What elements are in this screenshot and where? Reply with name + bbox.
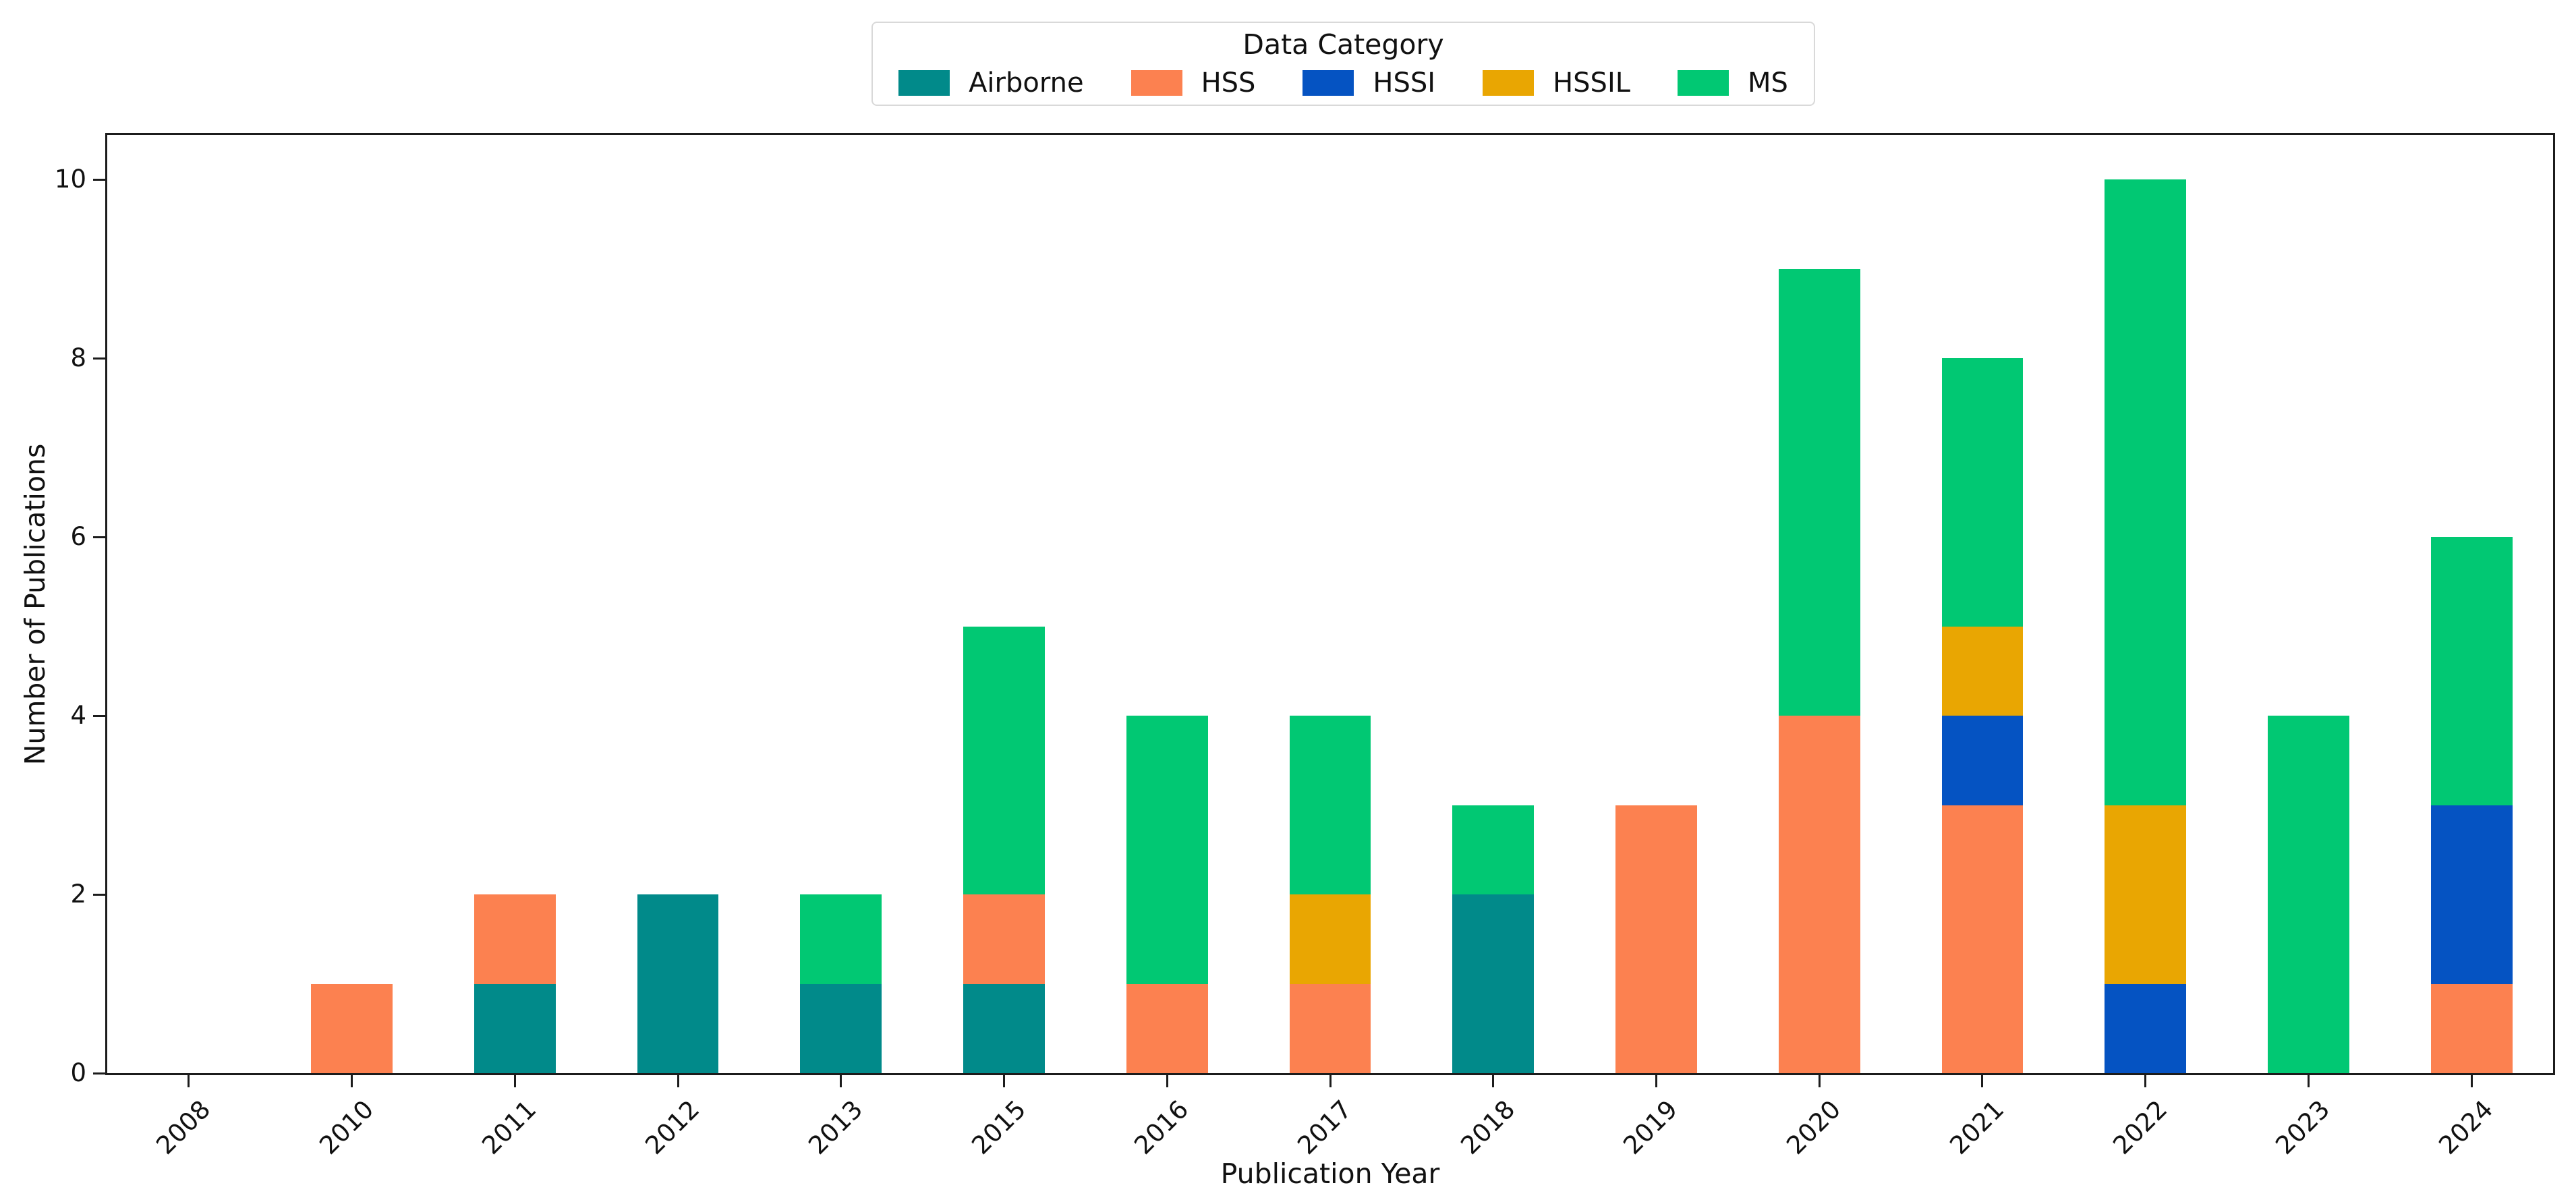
x-tick [1981, 1075, 1984, 1087]
bar-segment-HSS-2019 [1615, 805, 1697, 1073]
y-tick [93, 178, 105, 181]
bar-segment-HSS-2016 [1126, 983, 1208, 1073]
legend-swatch-HSSIL [1483, 70, 1535, 96]
bar-segment-HSSI-2024 [2430, 805, 2513, 984]
y-tick-label: 0 [70, 1058, 86, 1087]
legend-label-MS: MS [1748, 67, 1788, 98]
bar-segment-Airborne-2013 [800, 983, 882, 1073]
y-tick [93, 714, 105, 717]
bar-segment-HSS-2010 [311, 983, 393, 1073]
legend-item-MS: MS [1678, 67, 1788, 98]
x-tick-label: 2012 [639, 1094, 706, 1160]
x-tick [2307, 1075, 2310, 1087]
legend-label-HSSIL: HSSIL [1553, 67, 1631, 98]
bar-segment-Airborne-2011 [474, 983, 556, 1073]
bar-segment-HSS-2024 [2430, 983, 2513, 1073]
legend-title: Data Category [1242, 28, 1444, 61]
legend-item-Airborne: Airborne [898, 67, 1084, 98]
x-tick [351, 1075, 353, 1087]
bar-segment-Airborne-2012 [637, 894, 719, 1073]
bar-segment-MS-2018 [1452, 805, 1535, 895]
bar-segment-Airborne-2015 [963, 983, 1045, 1073]
x-tick [2144, 1075, 2147, 1087]
bar-segment-HSSIL-2021 [1941, 626, 2024, 716]
x-tick-label: 2024 [2433, 1094, 2499, 1160]
y-tick [93, 536, 105, 538]
x-tick [677, 1075, 679, 1087]
legend-label-HSS: HSS [1201, 67, 1256, 98]
y-tick [93, 357, 105, 360]
legend: Data Category Airborne HSS HSSI HSSIL MS [871, 22, 1815, 106]
legend-swatch-HSS [1130, 70, 1182, 96]
bar-segment-HSS-2021 [1941, 805, 2024, 1073]
x-tick [188, 1075, 190, 1087]
bar-segment-MS-2020 [1778, 268, 1860, 716]
x-tick-label: 2015 [965, 1094, 1031, 1160]
legend-items: Airborne HSS HSSI HSSIL MS [898, 67, 1788, 98]
y-tick-label: 4 [70, 701, 86, 730]
x-tick [1329, 1075, 1332, 1087]
legend-item-HSSIL: HSSIL [1483, 67, 1630, 98]
x-tick [1166, 1075, 1168, 1087]
y-tick-label: 6 [70, 522, 86, 552]
legend-label-Airborne: Airborne [969, 67, 1084, 98]
y-tick [93, 1072, 105, 1074]
bar-segment-MS-2023 [2267, 716, 2349, 1073]
x-tick-label: 2023 [2270, 1094, 2336, 1160]
x-axis-label: Publication Year [1220, 1157, 1440, 1190]
bar-segment-MS-2022 [2105, 179, 2187, 805]
legend-swatch-Airborne [898, 70, 950, 96]
legend-item-HSS: HSS [1130, 67, 1256, 98]
x-tick-label: 2013 [803, 1094, 869, 1160]
x-tick [513, 1075, 516, 1087]
legend-swatch-HSSI [1303, 70, 1354, 96]
bar-segment-HSS-2017 [1289, 983, 1371, 1073]
bar-segment-MS-2015 [963, 626, 1045, 895]
x-tick [1492, 1075, 1495, 1087]
x-tick-label: 2021 [1944, 1094, 2010, 1160]
bar-segment-HSSIL-2022 [2105, 805, 2187, 984]
x-tick-label: 2020 [1781, 1094, 1847, 1160]
x-tick-label: 2018 [1455, 1094, 1521, 1160]
plot-area [107, 135, 2553, 1073]
x-tick-label: 2010 [313, 1094, 379, 1160]
bar-segment-Airborne-2018 [1452, 894, 1535, 1073]
plot-frame [105, 133, 2555, 1075]
x-tick-label: 2019 [1618, 1094, 1684, 1160]
x-tick-label: 2017 [1292, 1094, 1358, 1160]
bar-segment-HSSIL-2017 [1289, 894, 1371, 984]
bar-segment-HSS-2020 [1778, 716, 1860, 1073]
bar-segment-MS-2013 [800, 894, 882, 984]
x-tick [1818, 1075, 1821, 1087]
bar-segment-MS-2016 [1126, 716, 1208, 984]
y-tick-label: 8 [70, 343, 86, 373]
x-tick [2470, 1075, 2473, 1087]
bar-segment-HSS-2015 [963, 894, 1045, 984]
y-axis-label: Number of Publications [19, 443, 51, 766]
bar-segment-MS-2024 [2430, 537, 2513, 805]
x-tick [1655, 1075, 1657, 1087]
legend-swatch-MS [1678, 70, 1729, 96]
bar-segment-HSS-2011 [474, 894, 556, 984]
x-tick-label: 2011 [476, 1094, 542, 1160]
x-tick-label: 2016 [1128, 1094, 1195, 1160]
x-tick-label: 2008 [150, 1094, 217, 1160]
y-tick [93, 893, 105, 896]
x-tick [1003, 1075, 1006, 1087]
y-tick-label: 10 [54, 165, 86, 194]
bar-segment-MS-2021 [1941, 358, 2024, 627]
x-tick-label: 2022 [2107, 1094, 2173, 1160]
legend-label-HSSI: HSSI [1373, 67, 1436, 98]
legend-item-HSSI: HSSI [1303, 67, 1435, 98]
bar-segment-HSSI-2022 [2105, 983, 2187, 1073]
x-tick [840, 1075, 842, 1087]
y-tick-label: 2 [70, 880, 86, 909]
bar-segment-HSSI-2021 [1941, 716, 2024, 805]
bar-segment-MS-2017 [1289, 716, 1371, 895]
